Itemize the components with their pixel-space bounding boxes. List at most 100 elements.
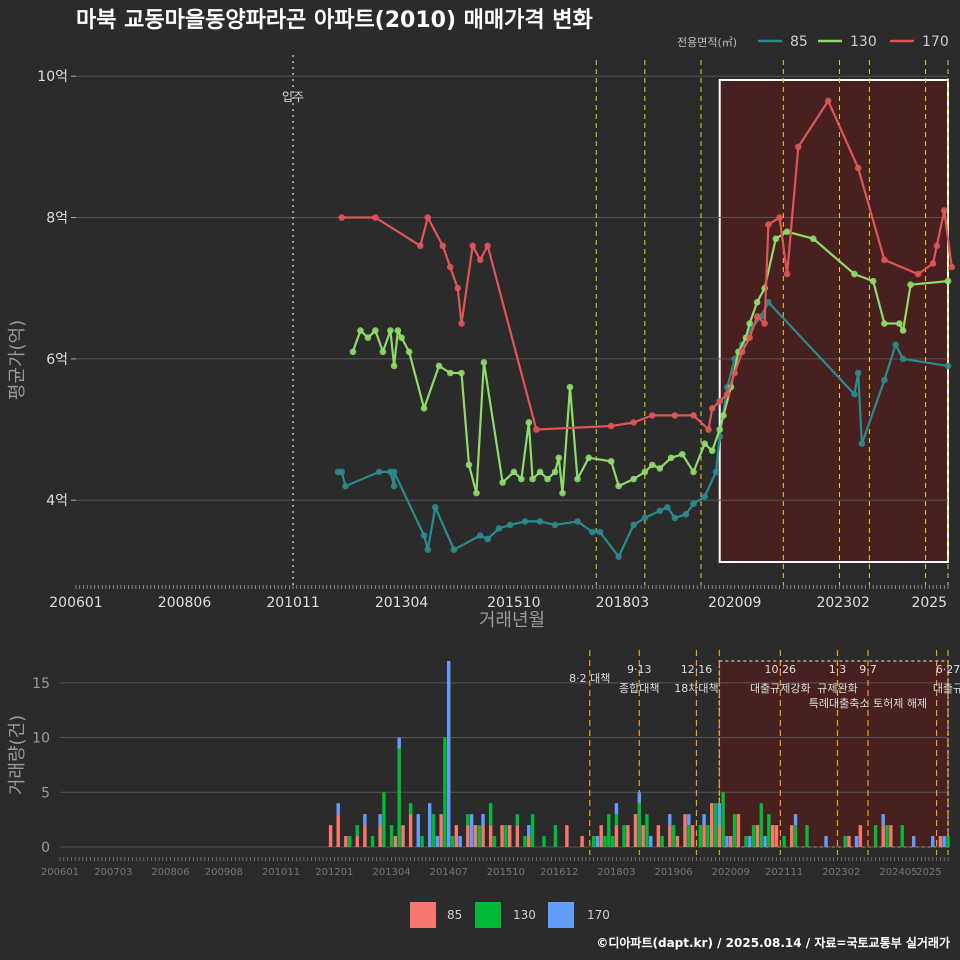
data-point-170 [783, 270, 791, 278]
data-point-85 [641, 514, 649, 522]
bar-170 [649, 836, 653, 847]
data-point-85 [851, 390, 858, 398]
x-tick-label: 201011 [266, 595, 319, 611]
bar-170 [702, 814, 706, 826]
data-point-170 [458, 320, 465, 327]
bar-85 [599, 825, 603, 847]
policy-sublabel: 종합대책 [619, 682, 659, 695]
policy-sublabel: 18차대책 [674, 682, 718, 695]
data-point-85 [596, 528, 604, 536]
data-point-130 [809, 235, 817, 243]
bar-170 [416, 814, 420, 847]
policy-sublabel: 대출규제강화 [750, 682, 811, 695]
y-tick-label: 6억 [46, 352, 68, 368]
bar-85 [668, 825, 672, 847]
data-point-170 [484, 242, 491, 250]
data-point-170 [607, 422, 615, 430]
bar-170 [447, 660, 451, 847]
bar-130 [408, 803, 413, 815]
bar-130 [504, 825, 508, 847]
policy-sublabel: 특례대출축소 토허제 해제 [809, 696, 927, 710]
bar-130 [946, 836, 950, 847]
policy-label: 9·7 [859, 663, 877, 676]
highlight-box-volume [718, 660, 949, 848]
data-point-85 [589, 528, 596, 536]
data-point-170 [948, 263, 956, 271]
bar-85 [481, 825, 485, 847]
legend-swatch-85 [410, 902, 436, 928]
data-point-170 [454, 284, 462, 292]
bar-130 [603, 836, 607, 847]
bar-85 [690, 825, 695, 847]
data-point-170 [929, 260, 937, 267]
bar-85 [393, 836, 398, 847]
data-point-85 [476, 532, 484, 539]
x-tick-label: 202302 [816, 595, 869, 611]
bar-130 [542, 836, 546, 847]
bar-85 [633, 814, 638, 847]
policy-sublabel: 규제완화 [817, 682, 857, 695]
data-point-130 [944, 277, 952, 285]
chart-title: 마북 교동마을동양파라곤 아파트(2010) 매매가격 변화 [76, 8, 593, 33]
bar-85 [515, 825, 520, 847]
data-point-130 [649, 461, 656, 469]
bar-130 [431, 814, 436, 847]
bar-170 [717, 803, 722, 826]
bar-130 [530, 814, 535, 847]
data-point-130 [772, 235, 780, 243]
bar-85 [626, 825, 630, 847]
data-point-130 [746, 320, 753, 327]
legend-title: 전용면적(㎡) [677, 36, 737, 49]
bar-130 [873, 825, 878, 847]
data-point-130 [465, 461, 473, 469]
data-point-170 [446, 263, 454, 271]
bar-85 [401, 825, 405, 847]
bar-170 [481, 814, 485, 826]
bar-85 [363, 825, 367, 847]
data-point-170 [716, 397, 724, 405]
data-point-85 [671, 514, 679, 522]
bar-130 [637, 803, 642, 847]
bar-130 [591, 836, 596, 847]
bar-170 [458, 836, 462, 847]
bar-170 [427, 803, 432, 847]
bar-85 [641, 825, 645, 847]
bar-130 [347, 836, 352, 847]
bar-85 [656, 825, 661, 847]
data-point-130 [641, 468, 649, 476]
data-point-130 [394, 327, 402, 334]
data-point-85 [690, 500, 697, 508]
data-point-170 [671, 412, 679, 419]
x-tick-label-volume: 200703 [94, 867, 132, 878]
bar-85 [847, 836, 851, 847]
legend-bottom-label-130: 130 [513, 908, 536, 922]
data-point-130 [379, 348, 387, 356]
data-point-85 [424, 546, 432, 553]
highlight-box [718, 79, 949, 563]
data-point-130 [536, 468, 544, 476]
bar-170 [793, 814, 798, 826]
data-point-85 [892, 341, 899, 349]
data-point-130 [708, 447, 716, 455]
data-point-170 [439, 242, 447, 250]
bar-85 [378, 825, 382, 847]
y-axis-title-price: 평균가(억) [7, 320, 28, 400]
data-point-130 [907, 281, 914, 288]
data-point-130 [896, 320, 903, 327]
bar-170 [614, 803, 619, 815]
data-point-130 [701, 440, 709, 447]
data-point-170 [372, 214, 379, 221]
data-point-130 [881, 320, 888, 327]
bar-85 [328, 825, 333, 847]
bar-170 [881, 814, 885, 826]
bar-85 [683, 814, 687, 847]
data-point-170 [705, 426, 712, 433]
data-point-130 [357, 327, 364, 334]
y-tick-label-volume: 10 [32, 731, 50, 747]
data-point-170 [630, 419, 637, 426]
bar-130 [793, 825, 798, 847]
bar-130 [397, 748, 401, 847]
x-tick-label-volume: 200601 [41, 867, 79, 878]
policy-label: 10·26 [765, 663, 797, 676]
